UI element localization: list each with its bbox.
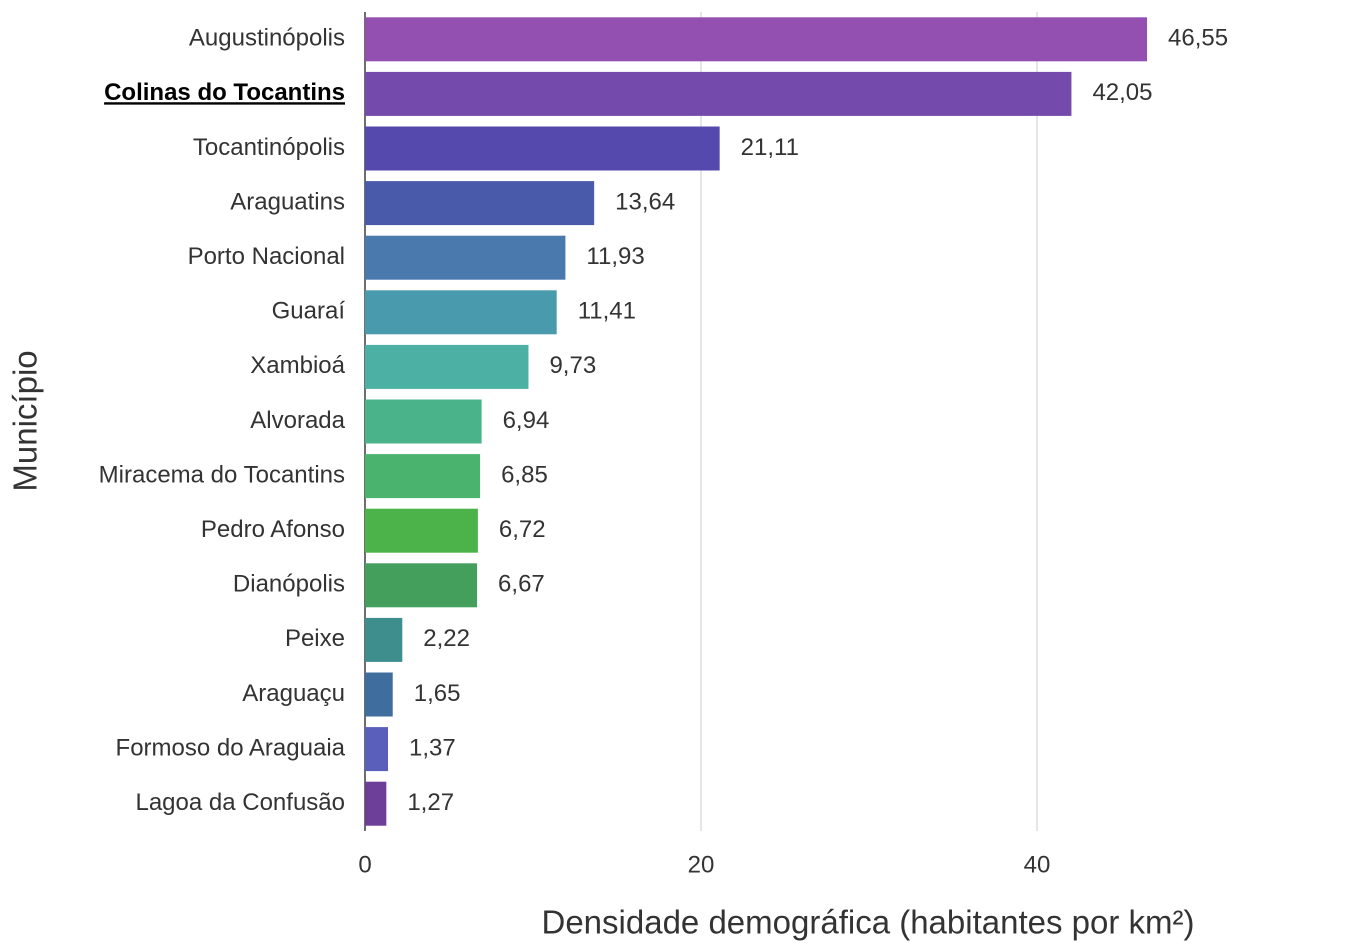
y-axis-title: Município (7, 350, 44, 491)
value-label: 6,94 (503, 407, 550, 434)
y-tick-label: Alvorada (250, 407, 345, 434)
value-label: 1,27 (407, 789, 454, 816)
value-label: 1,37 (409, 734, 456, 761)
value-label: 6,72 (499, 516, 546, 543)
bar (365, 508, 478, 553)
y-tick-label: Pedro Afonso (201, 516, 345, 543)
value-label: 11,41 (578, 298, 636, 325)
y-tick-label: Formoso do Araguaia (116, 734, 346, 761)
y-tick-label: Colinas do Tocantins (104, 79, 345, 106)
bar (365, 454, 481, 499)
bar (365, 672, 393, 717)
y-tick-label: Xambioá (250, 352, 345, 379)
value-label: 6,85 (501, 461, 548, 488)
value-label: 13,64 (615, 188, 675, 215)
bar (365, 563, 478, 608)
value-label: 1,65 (414, 680, 461, 707)
x-axis-title: Densidade demográfica (habitantes por km… (542, 904, 1195, 941)
bar (365, 399, 482, 444)
bar (365, 235, 566, 280)
bar (365, 181, 595, 226)
bar (365, 71, 1072, 116)
y-tick-label: Peixe (285, 625, 345, 652)
bar (365, 17, 1148, 62)
y-tick-label: Guaraí (272, 298, 346, 325)
x-tick-label: 20 (688, 851, 715, 878)
value-label: 6,67 (498, 571, 545, 598)
value-label: 46,55 (1168, 25, 1228, 52)
bar (365, 126, 720, 171)
bar (365, 344, 529, 389)
y-tick-label: Miracema do Tocantins (99, 461, 345, 488)
value-label: 21,11 (741, 134, 799, 161)
bar (365, 781, 387, 826)
y-tick-label: Tocantinópolis (193, 134, 345, 161)
value-label: 9,73 (549, 352, 596, 379)
x-tick-label: 40 (1024, 851, 1051, 878)
x-tick-label: 0 (358, 851, 371, 878)
y-tick-label: Araguatins (230, 188, 345, 215)
value-label: 11,93 (586, 243, 644, 270)
y-tick-label: Augustinópolis (189, 25, 345, 52)
bar (365, 290, 557, 335)
bar (365, 617, 403, 662)
value-label: 2,22 (423, 625, 470, 652)
value-label: 42,05 (1092, 79, 1152, 106)
bar (365, 727, 389, 772)
y-tick-label: Lagoa da Confusão (135, 789, 345, 816)
y-tick-label: Dianópolis (233, 571, 345, 598)
y-tick-label: Araguaçu (242, 680, 345, 707)
y-tick-label: Porto Nacional (188, 243, 345, 270)
